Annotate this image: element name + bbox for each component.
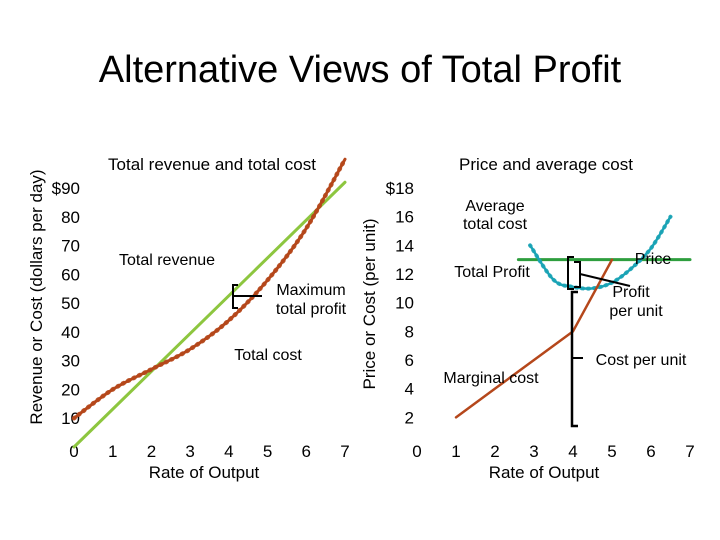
left-y-tick-label: 70 — [61, 237, 80, 256]
price-label: Price — [635, 251, 672, 268]
left-chart: Total revenue and total cost Revenue or … — [27, 155, 350, 482]
left-x-tick-label: 3 — [185, 442, 194, 461]
right-y-tick-label: 14 — [395, 236, 414, 255]
average-total-cost-label-line1: Average — [465, 198, 524, 215]
right-x-tick-label: 4 — [568, 442, 577, 461]
right-x-tick-label: 7 — [685, 442, 694, 461]
right-y-tick-label: 10 — [395, 294, 414, 313]
right-x-axis-label: Rate of Output — [489, 463, 600, 482]
right-y-tick-label: 12 — [395, 265, 414, 284]
max-profit-bracket — [232, 284, 262, 309]
right-y-tick-label: 6 — [405, 351, 414, 370]
left-x-tick-label: 5 — [263, 442, 272, 461]
right-x-tick-label: 2 — [490, 442, 499, 461]
maximum-profit-label-line2: total profit — [276, 301, 347, 318]
right-x-tick-label: 5 — [607, 442, 616, 461]
maximum-profit-label-line1: Maximum — [276, 282, 345, 299]
left-y-axis-label: Revenue or Cost (dollars per day) — [27, 169, 46, 424]
total-cost-curve-texture — [71, 156, 348, 421]
marginal-cost-curve — [454, 258, 614, 419]
average-total-cost-curve-texture — [528, 214, 673, 291]
total-cost-label: Total cost — [234, 347, 302, 364]
left-x-tick-label: 4 — [224, 442, 233, 461]
right-y-tick-label: 16 — [395, 208, 414, 227]
right-chart-title: Price and average cost — [459, 155, 633, 174]
right-x-tick-label: 3 — [529, 442, 538, 461]
right-y-axis-label: Price or Cost (per unit) — [360, 219, 379, 390]
right-y-tick-label: 4 — [405, 380, 414, 399]
right-chart: Price and average cost Price or Cost (pe… — [360, 155, 695, 482]
left-x-tick-label: 0 — [69, 442, 78, 461]
right-x-tick-label: 0 — [412, 442, 421, 461]
left-y-tick-label: 10 — [61, 409, 80, 428]
left-x-tick-label: 7 — [340, 442, 349, 461]
left-chart-title: Total revenue and total cost — [108, 155, 316, 174]
right-x-tick-label: 6 — [646, 442, 655, 461]
left-y-tick-label: 30 — [61, 352, 80, 371]
left-y-tick-label: 50 — [61, 294, 80, 313]
cost-per-unit-label: Cost per unit — [596, 352, 687, 369]
total-revenue-line — [72, 180, 347, 449]
left-y-tick-label: 20 — [61, 380, 80, 399]
left-x-tick-label: 6 — [302, 442, 311, 461]
page-title: Alternative Views of Total Profit — [99, 49, 622, 91]
total-profit-label: Total Profit — [454, 264, 530, 281]
left-x-axis-label: Rate of Output — [149, 463, 260, 482]
right-y-tick-label: 8 — [405, 322, 414, 341]
average-total-cost-label-line2: total cost — [463, 216, 528, 233]
profit-per-unit-pointer — [579, 273, 631, 287]
marginal-cost-label: Marginal cost — [443, 370, 539, 387]
profit-per-unit-bracket — [574, 261, 581, 288]
left-y-tick-label: $90 — [52, 179, 80, 198]
left-y-tick-label: 80 — [61, 208, 80, 227]
left-x-tick-label: 1 — [108, 442, 117, 461]
right-y-tick-label: $18 — [386, 179, 414, 198]
profit-per-unit-label-line2: per unit — [609, 303, 663, 320]
total-revenue-label: Total revenue — [119, 252, 215, 269]
right-x-tick-label: 1 — [451, 442, 460, 461]
left-y-tick-label: 60 — [61, 265, 80, 284]
left-y-tick-label: 40 — [61, 323, 80, 342]
total-profit-bracket — [567, 256, 574, 290]
profit-per-unit-label-line1: Profit — [612, 284, 650, 301]
right-y-tick-label: 2 — [405, 408, 414, 427]
left-x-tick-label: 2 — [147, 442, 156, 461]
